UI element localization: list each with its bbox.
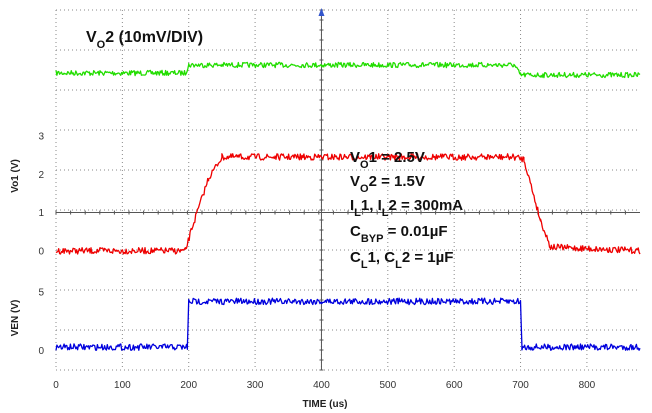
x-axis-title: TIME (us) [303, 399, 348, 410]
x-tick-label: 100 [114, 380, 131, 391]
vo2-panel-title: VO2 (10mV/DIV) [86, 29, 203, 51]
x-tick-label: 0 [53, 380, 59, 391]
x-tick-label: 400 [313, 380, 330, 391]
x-tick-label: 300 [247, 380, 264, 391]
tick-labels: 0 100 200 300 400 500 600 700 800 0 1 2 3 0 5 [38, 131, 595, 391]
vo1-y-tick-label: 3 [38, 131, 44, 142]
vo1-y-tick-label: 1 [38, 208, 44, 219]
ven-trace [55, 297, 641, 351]
ven-y-tick-label: 0 [38, 346, 44, 357]
grid [55, 8, 640, 371]
x-tick-label: 800 [579, 380, 596, 391]
trigger-marker [318, 8, 325, 16]
ven-y-tick-label: 5 [38, 288, 44, 299]
annotation-load-current: IL1, IL2 = 300mA [350, 197, 463, 219]
x-tick-label: 600 [446, 380, 463, 391]
ven-axis-title: VEN (V) [10, 300, 21, 337]
vo1-y-tick-label: 2 [38, 170, 44, 181]
annotation-cbyp: CBYP = 0.01µF [350, 223, 448, 245]
annotation-cl: CL1, CL2 = 1µF [350, 249, 453, 271]
x-tick-label: 700 [512, 380, 529, 391]
vo1-axis-title: Vo1 (V) [10, 159, 21, 193]
traces [55, 61, 641, 351]
x-tick-label: 200 [180, 380, 197, 391]
annotation-vo2: VO2 = 1.5V [350, 173, 425, 195]
x-tick-label: 500 [379, 380, 396, 391]
vo1-y-tick-label: 0 [38, 246, 44, 257]
vo1-trace [55, 153, 641, 255]
annotation-vo1: VO1 = 2.5V [350, 149, 425, 171]
vo2-trace [55, 61, 641, 79]
annotation-block: VO1 = 2.5V VO2 = 1.5V IL1, IL2 = 300mA C… [350, 149, 463, 271]
